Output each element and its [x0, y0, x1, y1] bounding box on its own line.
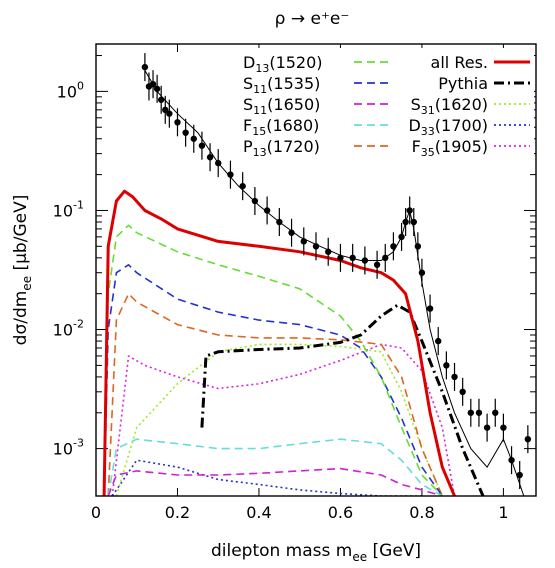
data-point: [516, 471, 523, 479]
data-point: [500, 424, 507, 431]
x-tick-label: 0.4: [246, 503, 271, 522]
data-point: [459, 388, 466, 396]
data-point: [390, 243, 397, 250]
x-axis-title-unit: [GeV]: [367, 541, 421, 561]
data-point: [361, 257, 369, 264]
data-point: [406, 207, 413, 214]
data-point: [398, 233, 405, 241]
data-point: [475, 409, 483, 416]
series-s11-1650: [107, 467, 443, 496]
x-tick-label: 1: [498, 503, 508, 522]
data-point: [325, 248, 332, 255]
data-point: [276, 218, 283, 226]
x-tick-label: 0.8: [409, 503, 434, 522]
series-all-res: [102, 189, 456, 496]
data-point: [263, 207, 271, 214]
data-point: [162, 106, 169, 114]
y-axis-title-main: dσ/dm: [11, 291, 31, 346]
series-d33-1700: [111, 459, 422, 496]
y-tick-label: 100: [57, 79, 84, 101]
y-axis-title-sub: ee: [20, 276, 34, 291]
data-point: [157, 96, 165, 103]
x-axis-title-main: dilepton mass m: [211, 541, 352, 561]
legend-label: P13(1720): [243, 137, 320, 159]
data-point: [414, 243, 422, 250]
data-point: [174, 119, 181, 126]
data-point: [426, 305, 434, 312]
chart-title: ρ → e⁺e⁻: [275, 9, 350, 29]
legend-label: all Res.: [431, 53, 488, 72]
data-point: [166, 110, 173, 117]
data-point: [251, 197, 259, 205]
data-point: [312, 243, 320, 250]
axis-ticks: [95, 44, 536, 496]
x-tick-label: 0.6: [328, 503, 353, 522]
legend-label: F15(1680): [243, 116, 319, 138]
data-point: [215, 159, 222, 167]
data-point: [451, 373, 458, 381]
data-point: [337, 254, 344, 262]
data-points: [141, 53, 532, 490]
data-point: [443, 362, 450, 369]
series-s31-1620: [115, 343, 444, 496]
data-point: [300, 238, 307, 245]
y-tick-labels: 10-3 10-2 10-1 100: [53, 79, 84, 458]
data-point: [239, 182, 246, 190]
data-point: [373, 261, 381, 268]
legend-label: D33(1700): [408, 116, 488, 138]
data-point: [288, 229, 295, 236]
series-pythia: [200, 303, 485, 496]
legend-label: D13(1520): [243, 53, 323, 75]
series-p13-1720: [107, 292, 444, 496]
legend-label: F35(1905): [412, 137, 488, 159]
plot-frame: [95, 43, 537, 497]
data-point: [182, 129, 189, 136]
x-axis-title-sub: ee: [352, 550, 367, 564]
data-point: [141, 63, 149, 71]
data-point: [382, 254, 389, 262]
x-tick-label: 0.2: [165, 503, 190, 522]
data-point: [153, 85, 161, 93]
data-point: [483, 424, 491, 431]
data-point: [190, 135, 197, 142]
data-point: [402, 218, 409, 226]
data-point: [410, 218, 417, 226]
series-d13-1520: [103, 224, 443, 496]
data-point: [492, 409, 499, 416]
x-tick-labels: 0 0.2 0.4 0.6 0.8 1: [91, 503, 509, 522]
data-point: [418, 269, 426, 276]
data-point: [435, 337, 442, 345]
data-point: [149, 80, 157, 88]
x-tick-label: 0: [91, 503, 101, 522]
y-tick-label: 10-3: [53, 437, 84, 459]
legend: D13(1520)S11(1535)S11(1650)F15(1680)P13(…: [243, 53, 530, 159]
data-point: [349, 254, 356, 262]
data-point: [508, 456, 515, 464]
y-tick-label: 10-2: [53, 318, 84, 340]
plot-curves: [102, 70, 525, 496]
y-axis-title-unit: [μb/GeV]: [11, 195, 31, 276]
y-tick-label: 10-1: [53, 198, 84, 220]
data-point: [206, 154, 214, 161]
y-axis-title: dσ/dmee [μb/GeV]: [11, 195, 34, 346]
data-point: [227, 171, 234, 178]
legend-label: Pythia: [438, 74, 488, 93]
data-point: [198, 142, 206, 149]
legend-label: S11(1650): [243, 95, 320, 117]
data-point: [467, 409, 475, 416]
legend-label: S11(1535): [243, 74, 320, 96]
legend-label: S31(1620): [411, 95, 488, 117]
series-f15-1680: [107, 438, 443, 496]
data-point: [524, 435, 532, 443]
x-axis-title: dilepton mass mee [GeV]: [211, 541, 421, 564]
series-s11-1535: [103, 264, 443, 496]
